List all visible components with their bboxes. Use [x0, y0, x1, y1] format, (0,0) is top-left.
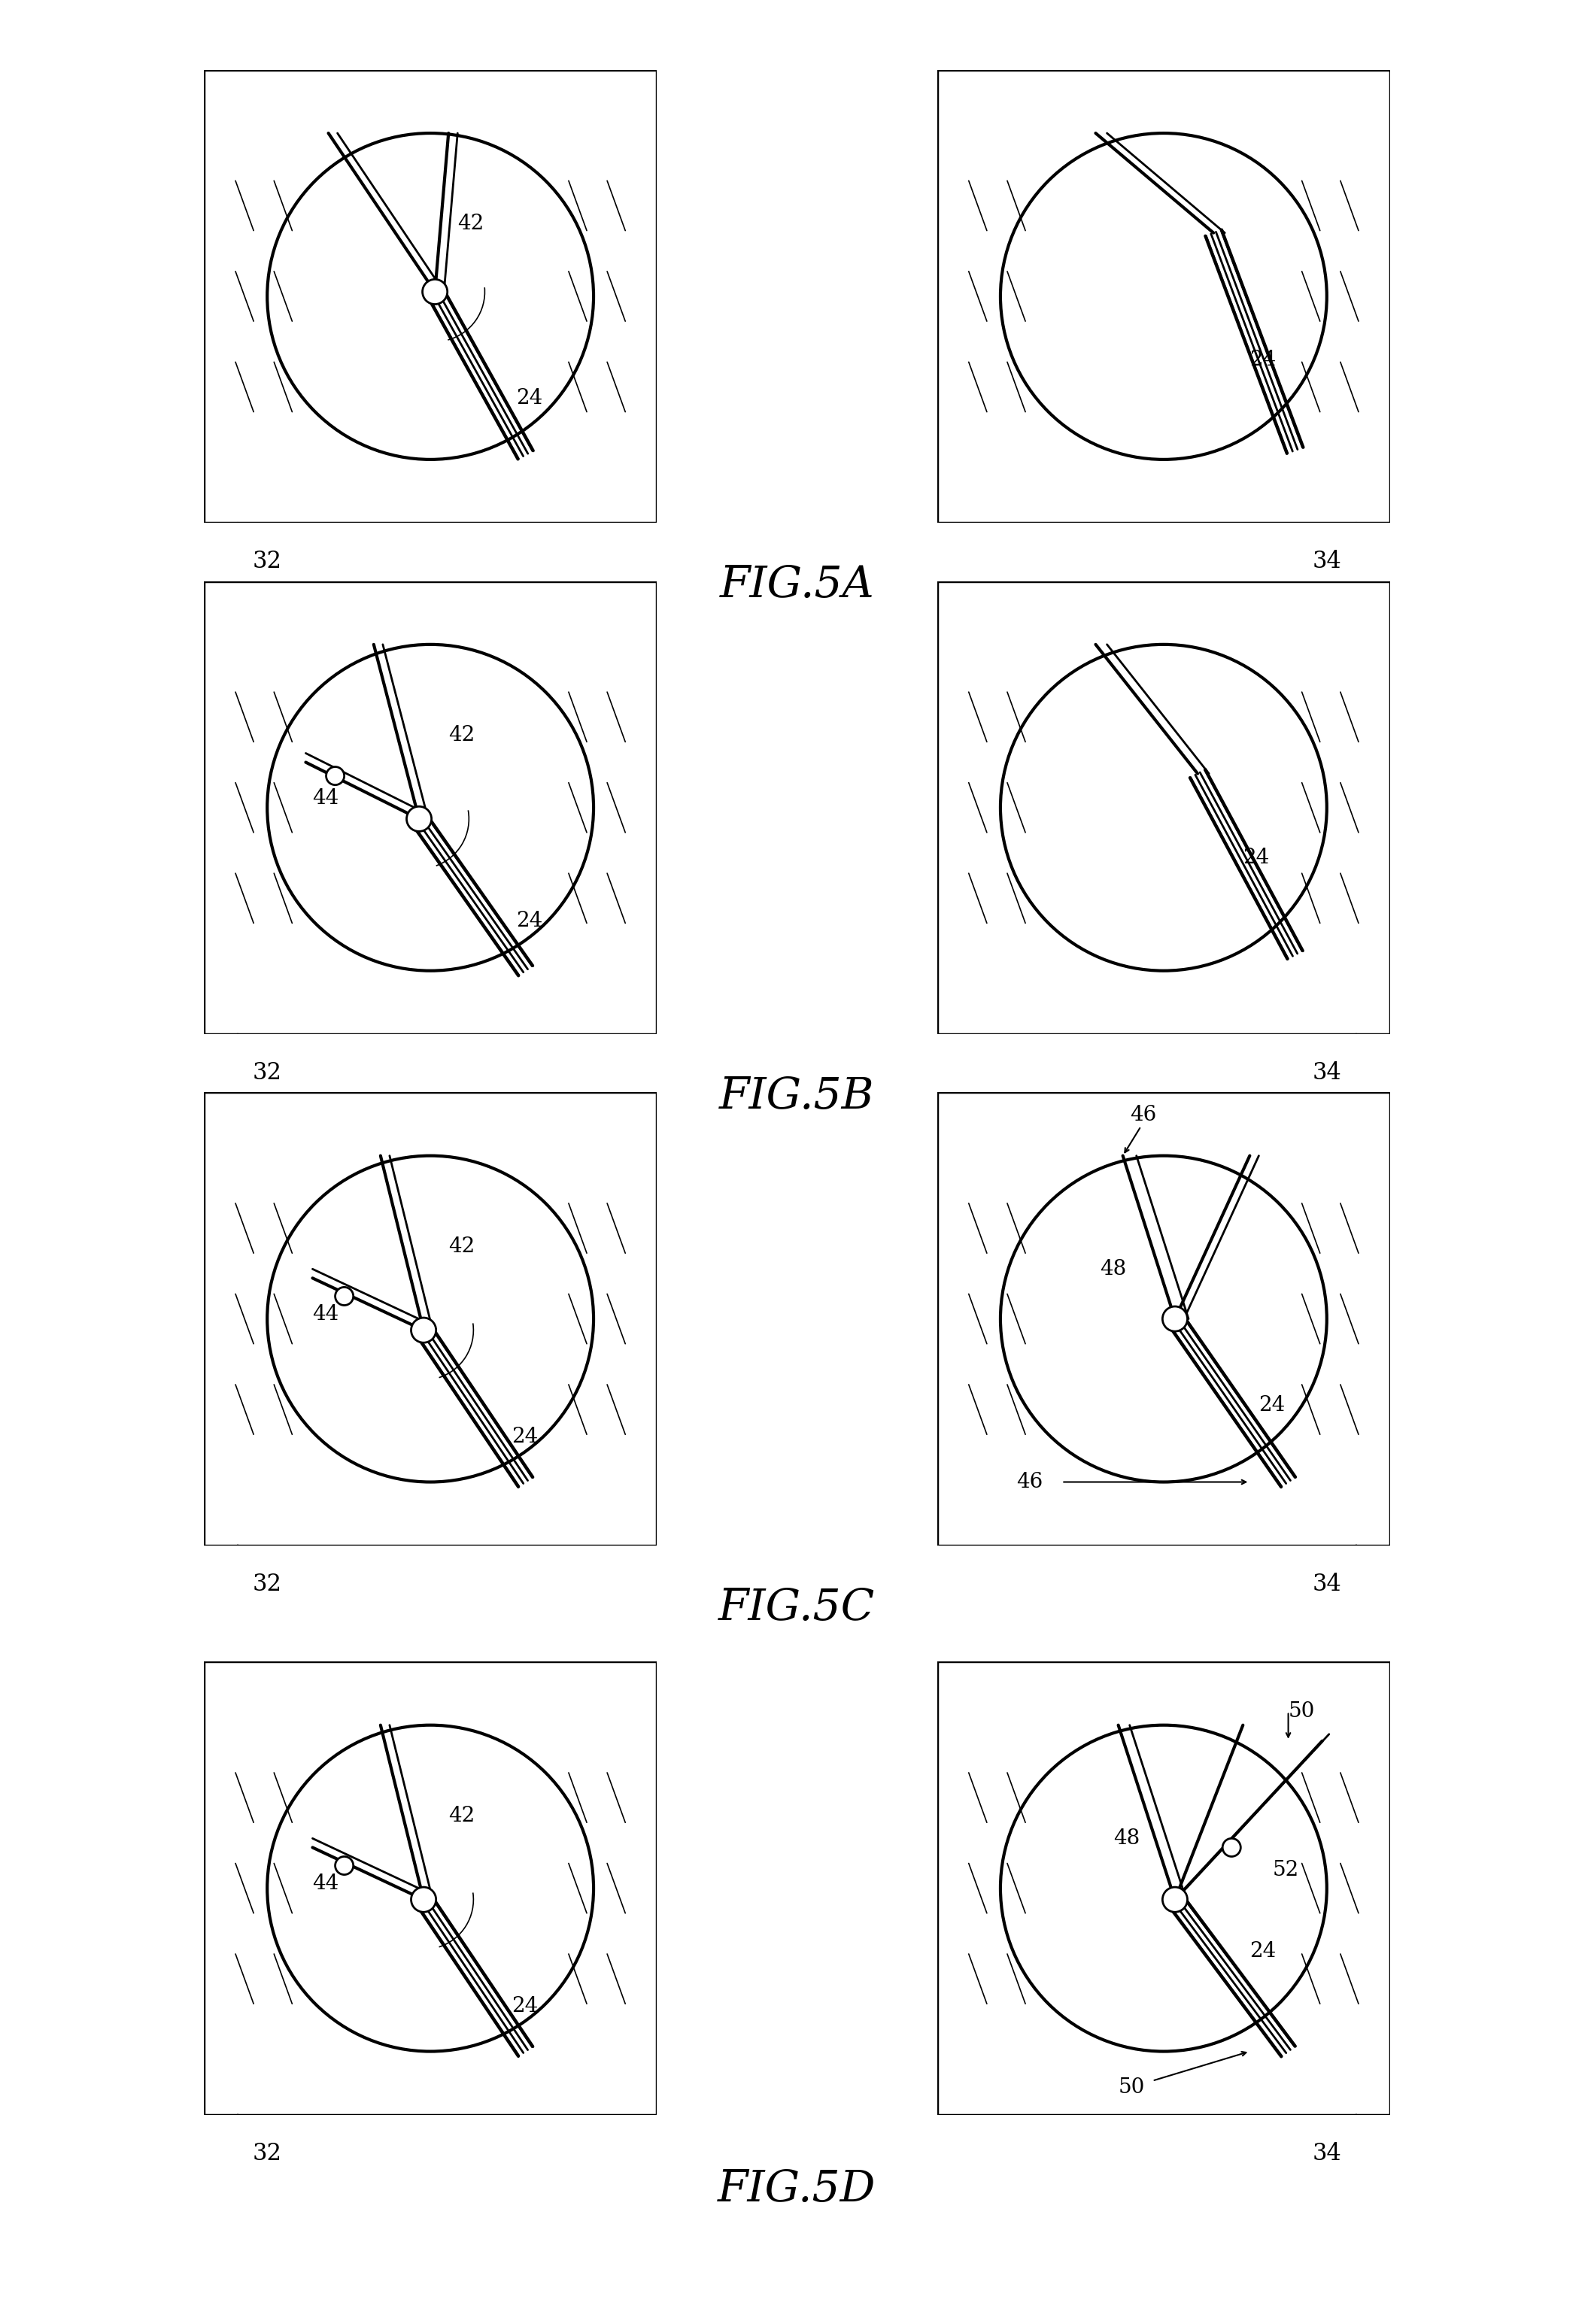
Text: 50: 50 [1119, 2078, 1144, 2099]
Text: 34: 34 [1312, 551, 1342, 574]
Text: 44: 44 [312, 1304, 340, 1325]
Text: 48: 48 [1114, 1829, 1140, 1848]
Text: 24: 24 [1243, 848, 1269, 867]
Circle shape [335, 1287, 354, 1306]
Text: 42: 42 [457, 214, 485, 235]
Text: 24: 24 [1250, 1941, 1277, 1961]
Text: 34: 34 [1312, 1062, 1342, 1085]
Circle shape [411, 1318, 437, 1343]
Text: FIG.5D: FIG.5D [717, 2168, 877, 2210]
Text: 24: 24 [1259, 1394, 1285, 1415]
Text: 24: 24 [516, 911, 544, 932]
Text: 24: 24 [516, 388, 544, 409]
Text: 46: 46 [1130, 1104, 1156, 1125]
Circle shape [1162, 1306, 1188, 1332]
Circle shape [1223, 1838, 1240, 1857]
Text: 46: 46 [1017, 1471, 1042, 1492]
Text: FIG.5C: FIG.5C [719, 1587, 875, 1629]
Text: 52: 52 [1272, 1859, 1299, 1880]
Circle shape [406, 806, 432, 832]
Text: 42: 42 [448, 725, 475, 746]
Text: 42: 42 [448, 1236, 475, 1257]
Text: FIG.5B: FIG.5B [719, 1076, 875, 1118]
Text: 24: 24 [512, 1996, 539, 2017]
Text: 34: 34 [1312, 2143, 1342, 2166]
Text: 44: 44 [312, 1873, 340, 1894]
Circle shape [411, 1887, 437, 1913]
Text: 48: 48 [1100, 1260, 1127, 1278]
Text: FIG.5A: FIG.5A [719, 565, 875, 607]
Text: 24: 24 [1250, 349, 1277, 370]
Text: 32: 32 [252, 1062, 282, 1085]
Circle shape [422, 279, 448, 304]
Text: 24: 24 [512, 1427, 539, 1448]
Text: 32: 32 [252, 551, 282, 574]
Text: 32: 32 [252, 2143, 282, 2166]
Circle shape [1162, 1887, 1188, 1913]
Text: 44: 44 [312, 788, 340, 809]
Circle shape [327, 767, 344, 786]
Circle shape [335, 1857, 354, 1875]
Text: 50: 50 [1288, 1701, 1315, 1722]
Text: 34: 34 [1312, 1573, 1342, 1597]
Text: 32: 32 [252, 1573, 282, 1597]
Text: 42: 42 [448, 1806, 475, 1827]
